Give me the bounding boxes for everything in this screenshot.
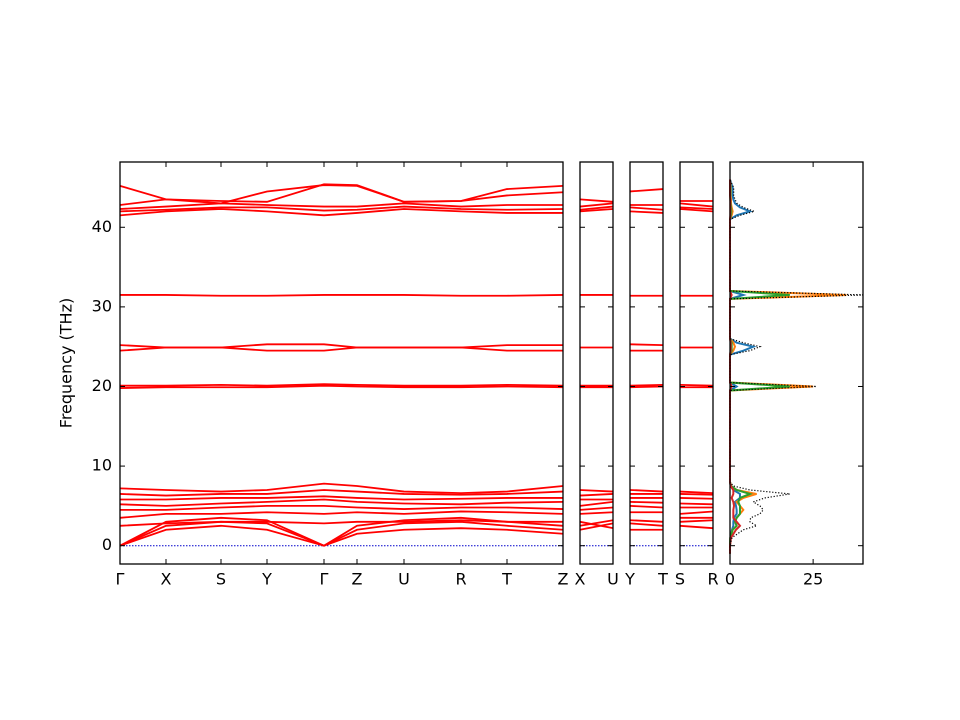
band [579, 519, 614, 527]
band [629, 385, 664, 389]
band [579, 501, 614, 507]
x-tick-label: S [216, 570, 226, 589]
band [629, 188, 664, 193]
band [679, 383, 714, 387]
band [120, 294, 564, 297]
x-tick-label: Y [624, 570, 635, 589]
axes-frame [679, 161, 714, 565]
x-tick-label: Γ [116, 570, 125, 589]
band [629, 489, 664, 493]
band [629, 501, 664, 504]
axes-frame [119, 161, 564, 565]
band [120, 383, 564, 387]
band [679, 206, 714, 210]
band [119, 343, 563, 349]
y-tick-label: 40 [92, 217, 112, 236]
dos-curve [729, 179, 864, 554]
x-tick-label: Z [352, 570, 363, 589]
band [119, 205, 564, 213]
band [679, 510, 714, 515]
x-tick-label: 0 [725, 570, 735, 589]
band [679, 524, 714, 530]
band [629, 519, 664, 523]
dos-curve [729, 179, 847, 554]
band [679, 202, 714, 208]
band [629, 206, 664, 211]
x-tick-label: X [161, 570, 172, 589]
band [579, 208, 614, 213]
band [629, 504, 664, 509]
band [119, 524, 564, 547]
band [579, 506, 614, 511]
x-tick-label: Γ [320, 570, 329, 589]
band [119, 516, 564, 547]
band [629, 343, 664, 346]
band [679, 490, 714, 495]
x-tick-label: R [707, 570, 718, 589]
x-tick-label: U [398, 570, 410, 589]
band [119, 384, 564, 389]
x-tick-label: U [607, 570, 619, 589]
band [119, 498, 564, 507]
x-tick-label: Z [558, 570, 569, 589]
dos-curve [729, 179, 742, 554]
axes-frame [729, 161, 864, 565]
band [119, 520, 564, 547]
band [119, 510, 564, 519]
band [119, 202, 563, 210]
x-tick-label: Y [261, 570, 272, 589]
band [119, 519, 563, 527]
x-tick-label: S [675, 570, 685, 589]
band [679, 502, 714, 506]
band [629, 210, 664, 214]
band [119, 208, 563, 217]
x-tick-label: R [455, 570, 466, 589]
band [120, 495, 563, 501]
y-axis-label: Frequency (THz) [57, 298, 76, 428]
x-tick-label: T [501, 570, 512, 589]
band [579, 493, 614, 497]
y-tick-label: 30 [92, 296, 112, 315]
y-tick-label: 0 [102, 535, 112, 554]
band [629, 522, 664, 527]
band [579, 522, 614, 531]
band [679, 208, 714, 213]
band [579, 511, 614, 515]
x-tick-label: X [575, 570, 586, 589]
band [629, 383, 664, 387]
band [119, 489, 564, 497]
band [679, 493, 714, 496]
band [119, 183, 564, 203]
band [579, 205, 614, 211]
band [119, 482, 564, 495]
band [579, 489, 614, 493]
axes-frame [579, 161, 614, 565]
axes-frame [629, 161, 664, 565]
band [579, 198, 614, 203]
band [120, 504, 564, 511]
band [119, 184, 564, 206]
band [679, 519, 714, 523]
x-tick-label: 25 [803, 570, 823, 589]
band [579, 202, 614, 208]
band [579, 520, 614, 530]
band [679, 497, 714, 500]
y-tick-label: 20 [92, 376, 112, 395]
x-tick-label: T [657, 570, 668, 589]
y-tick-label: 10 [92, 456, 112, 475]
